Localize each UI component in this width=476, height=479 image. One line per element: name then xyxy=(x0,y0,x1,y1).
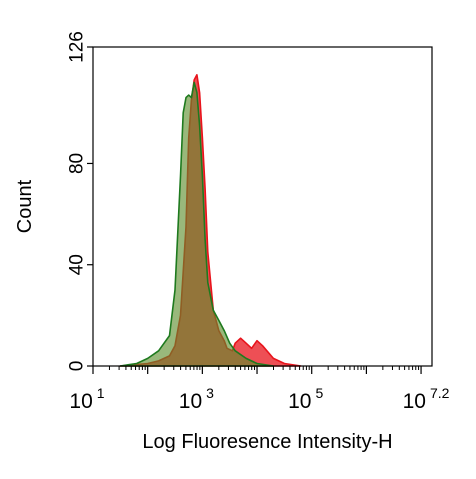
y-axis-label: Count xyxy=(14,179,36,233)
axis-layer xyxy=(92,46,433,367)
x-axis-label: Log Fluoresence Intensity-H xyxy=(142,431,392,453)
x-ticks: 10 1 10 3 10 5 10 7.2 xyxy=(69,366,450,413)
plot-frame xyxy=(92,46,433,367)
y-tick-label: 126 xyxy=(67,31,88,63)
y-tick-label: 80 xyxy=(67,153,88,174)
y-tick-label: 0 xyxy=(67,361,88,372)
x-tick-label: 10 5 xyxy=(288,385,323,413)
x-tick-label: 10 7.2 xyxy=(403,385,450,413)
series-2-area xyxy=(119,81,275,367)
series-layer xyxy=(119,74,302,367)
y-ticks: 0 40 80 126 xyxy=(67,31,93,372)
x-tick-label: 10 3 xyxy=(179,385,214,413)
y-tick-label: 40 xyxy=(67,254,88,275)
x-tick-label: 10 1 xyxy=(69,385,104,413)
